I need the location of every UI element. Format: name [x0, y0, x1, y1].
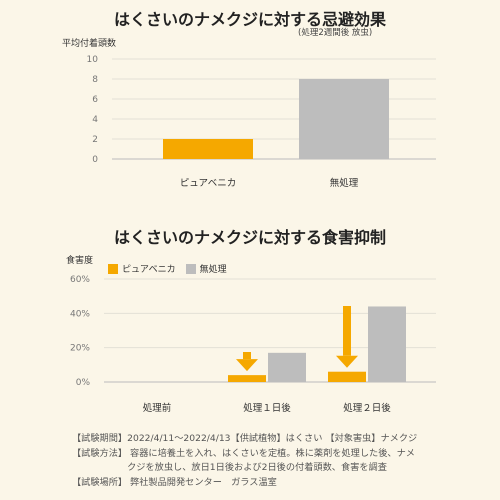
chart1-subtitle: (処理2週間後 放虫): [298, 28, 373, 38]
chart2-ylabel: 食害度: [66, 256, 94, 266]
x-tick-label: 処理前: [143, 402, 172, 414]
y-tick-label: 0%: [76, 378, 91, 388]
test-details: 【試験期間】2022/4/11～2022/4/13【供試植物】はくさい 【対象害…: [72, 432, 492, 490]
y-tick-label: 6: [92, 95, 98, 105]
y-tick-label: 2: [92, 135, 98, 145]
chart2-legend: ピュアベニカ 無処理: [108, 262, 237, 275]
y-tick-label: 60%: [70, 275, 90, 285]
legend-swatch-untreated: [185, 263, 196, 274]
bar-untreated-1: [268, 352, 306, 382]
bar-pure-benika: [163, 139, 253, 159]
bar-pure-benika-2: [328, 371, 366, 382]
y-tick-label: 10: [87, 55, 99, 65]
arrow-shaft: [343, 306, 351, 356]
x-tick-label: 無処理: [330, 177, 359, 189]
arrow-head: [336, 355, 358, 368]
legend-label-pure: ピュアベニカ: [122, 265, 176, 275]
y-tick-label: 8: [92, 75, 98, 85]
x-tick-label: 処理１日後: [243, 402, 291, 414]
chart1-svg: 0 2 4 6 8 10 ピュアベニカ 無処理: [87, 55, 436, 189]
x-tick-label: 処理２日後: [343, 402, 391, 414]
legend-swatch-pure: [108, 263, 118, 274]
legend-item-untreated: 無処理: [185, 262, 227, 275]
bar-pure-benika-1: [228, 375, 266, 382]
chart1-ylabel: 平均付着頭数: [62, 39, 117, 49]
footer-line-2: 【試験方法】 容器に培養土を入れ、はくさいを定植。株に薬剤を処理した後、ナメ: [72, 447, 415, 459]
y-tick-label: 0: [92, 155, 98, 165]
y-tick-label: 4: [92, 115, 98, 125]
arrow-shaft: [243, 352, 251, 360]
chart1-title: はくさいのナメクジに対する忌避効果: [113, 10, 386, 29]
legend-label-untreated: 無処理: [199, 265, 227, 275]
footer-line-1: 【試験期間】2022/4/11～2022/4/13【供試植物】はくさい 【対象害…: [72, 433, 418, 444]
y-tick-label: 20%: [70, 344, 90, 354]
bar-untreated-2: [368, 306, 406, 382]
footer-line-4: 【試験場所】 弊社製品開発センター ガラス温室: [72, 476, 277, 488]
bar-untreated: [299, 79, 389, 159]
footer-line-3: クジを放虫し、放日1日後および2日後の付着頭数、食害を調査: [72, 462, 387, 473]
legend-item-pure: ピュアベニカ: [108, 262, 176, 275]
arrow-head: [236, 359, 258, 372]
x-tick-label: ピュアベニカ: [180, 178, 237, 189]
chart2-title: はくさいのナメクジに対する食害抑制: [113, 228, 386, 247]
y-tick-label: 40%: [70, 309, 90, 319]
